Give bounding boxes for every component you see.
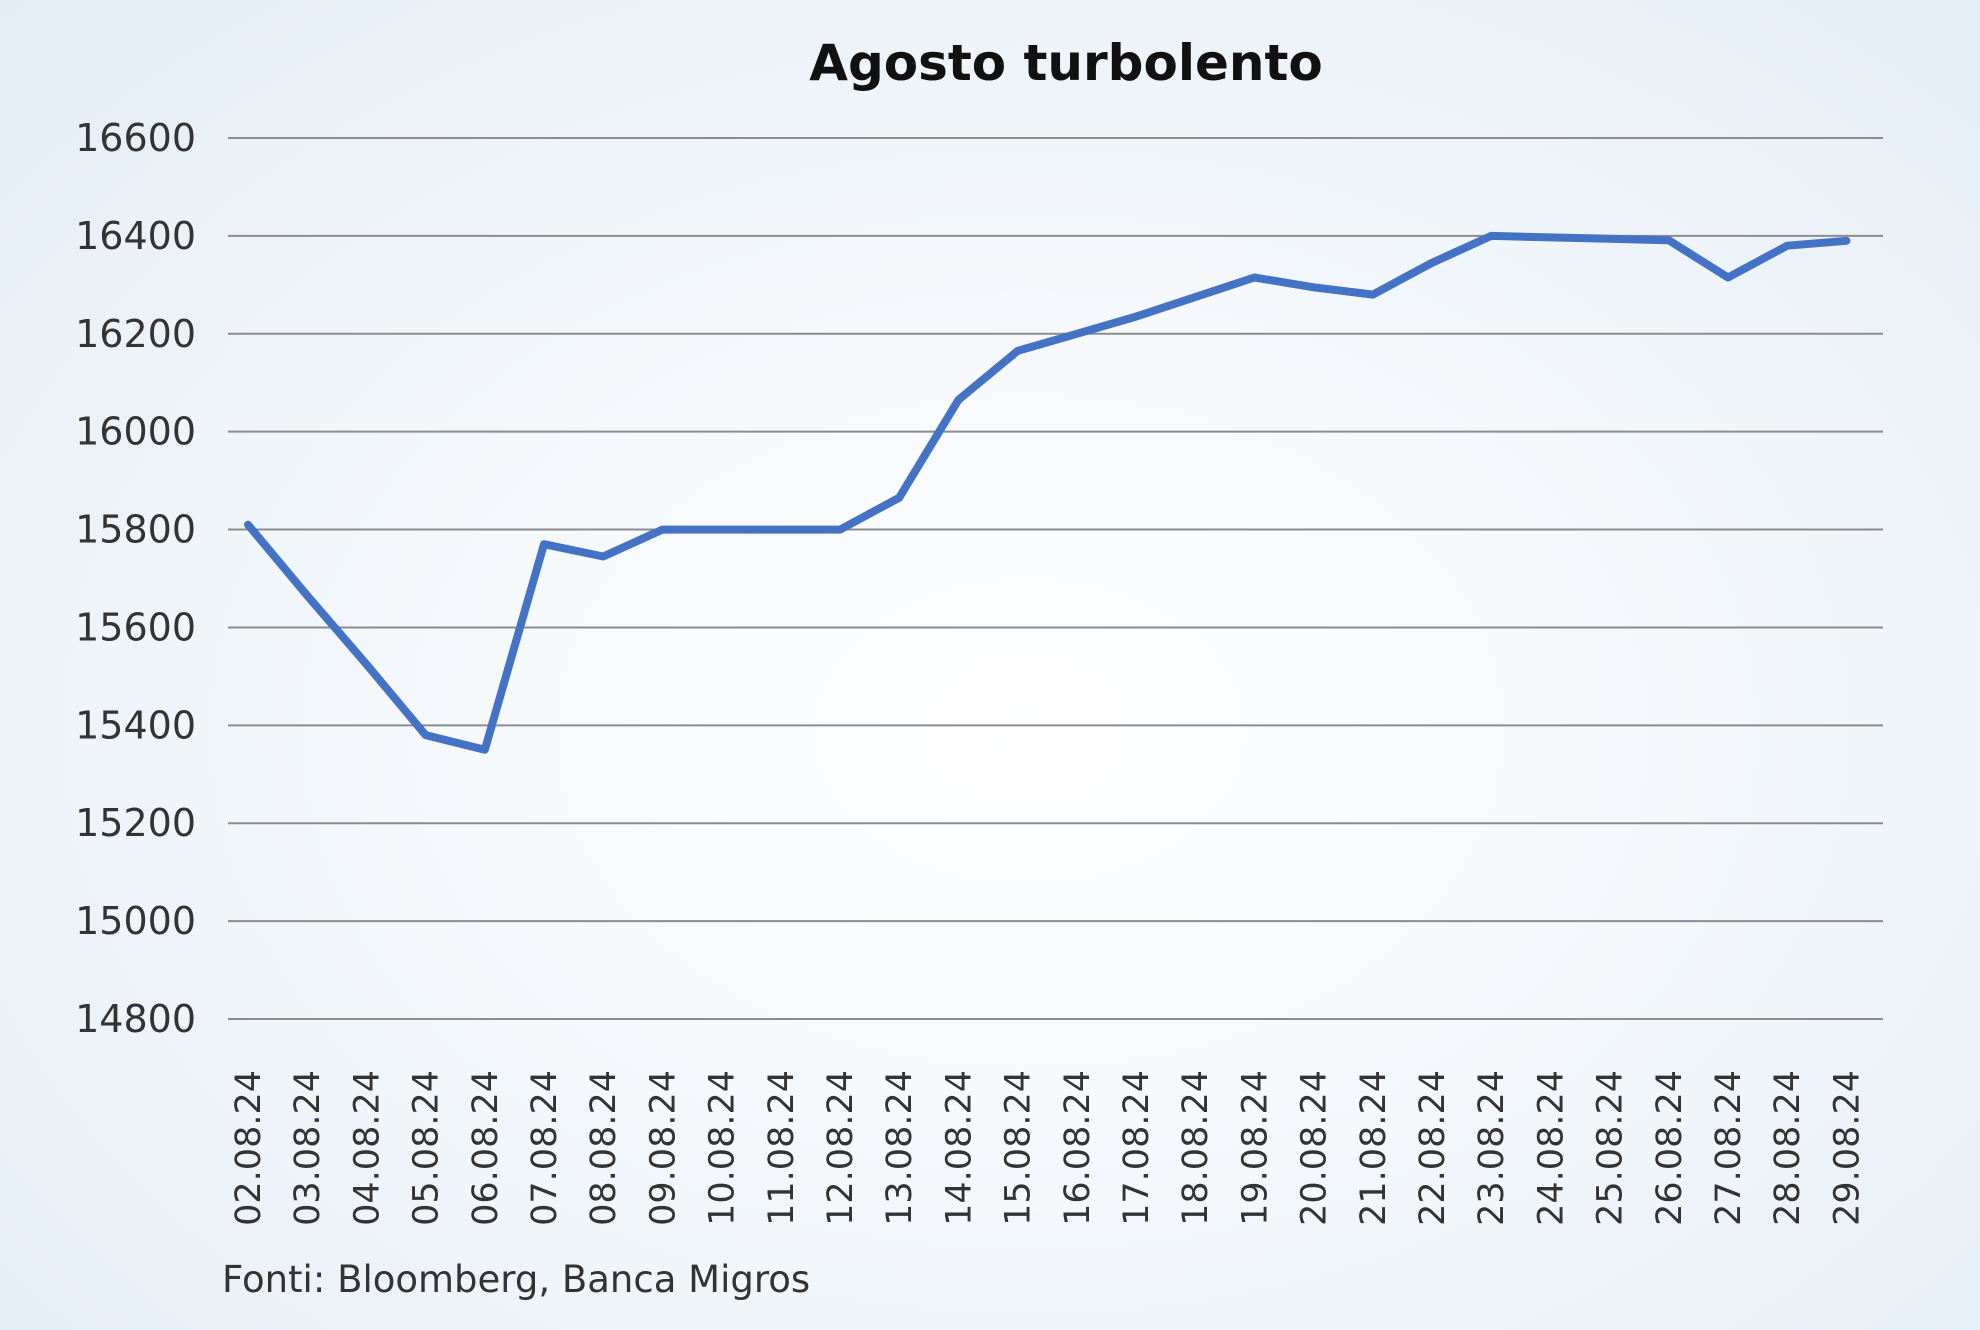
x-tick-label: 25.08.24 bbox=[1591, 1070, 1631, 1226]
x-tick-label: 28.08.24 bbox=[1768, 1070, 1808, 1226]
x-tick-label: 11.08.24 bbox=[762, 1070, 802, 1226]
x-tick-label: 24.08.24 bbox=[1531, 1070, 1571, 1226]
y-axis-tick-labels: 16600 16400 16200 16000 15800 15600 15400 15200… bbox=[75, 116, 196, 1041]
x-tick-label: 21.08.24 bbox=[1354, 1070, 1394, 1226]
x-tick-label: 07.08.24 bbox=[525, 1070, 565, 1226]
x-tick-label: 15.08.24 bbox=[999, 1070, 1039, 1226]
y-tick-label: 15800 bbox=[75, 508, 196, 552]
x-tick-label: 13.08.24 bbox=[880, 1070, 920, 1226]
x-tick-label: 22.08.24 bbox=[1413, 1070, 1453, 1226]
x-tick-label: 02.08.24 bbox=[229, 1070, 269, 1226]
y-tick-label: 15000 bbox=[75, 899, 196, 943]
x-tick-label: 19.08.24 bbox=[1235, 1070, 1275, 1226]
y-tick-label: 15200 bbox=[75, 801, 196, 845]
y-tick-label: 14800 bbox=[75, 997, 196, 1041]
series-line bbox=[244, 231, 1851, 754]
series-group bbox=[244, 231, 1851, 754]
x-tick-label: 04.08.24 bbox=[347, 1070, 387, 1226]
y-tick-label: 16000 bbox=[75, 410, 196, 454]
x-tick-label: 23.08.24 bbox=[1472, 1070, 1512, 1226]
x-tick-label: 03.08.24 bbox=[288, 1070, 328, 1226]
x-tick-label: 20.08.24 bbox=[1295, 1070, 1335, 1226]
x-tick-label: 10.08.24 bbox=[703, 1070, 743, 1226]
gridlines bbox=[228, 137, 1883, 1020]
y-tick-label: 15400 bbox=[75, 703, 196, 747]
x-axis-tick-labels: 02.08.24 03.08.24 04.08.24 05.08.24 06.08.24… bbox=[229, 1070, 1867, 1226]
x-tick-label: 16.08.24 bbox=[1058, 1070, 1098, 1226]
x-tick-label: 17.08.24 bbox=[1117, 1070, 1157, 1226]
x-tick-label: 14.08.24 bbox=[939, 1070, 979, 1226]
x-tick-label: 26.08.24 bbox=[1650, 1070, 1690, 1226]
x-tick-label: 08.08.24 bbox=[584, 1070, 624, 1226]
x-tick-label: 09.08.24 bbox=[643, 1070, 683, 1226]
x-tick-label: 29.08.24 bbox=[1827, 1070, 1867, 1226]
y-tick-label: 16200 bbox=[75, 312, 196, 356]
x-tick-label: 18.08.24 bbox=[1176, 1070, 1216, 1226]
x-tick-label: 27.08.24 bbox=[1709, 1070, 1749, 1226]
source-note: Fonti: Bloomberg, Banca Migros bbox=[222, 1258, 811, 1301]
x-tick-label: 05.08.24 bbox=[407, 1070, 447, 1226]
x-tick-label: 06.08.24 bbox=[466, 1070, 506, 1226]
x-tick-label: 12.08.24 bbox=[821, 1070, 861, 1226]
y-tick-label: 15600 bbox=[75, 605, 196, 649]
y-tick-label: 16400 bbox=[75, 214, 196, 258]
y-tick-label: 16600 bbox=[75, 116, 196, 160]
chart-title: Agosto turbolento bbox=[809, 34, 1322, 92]
